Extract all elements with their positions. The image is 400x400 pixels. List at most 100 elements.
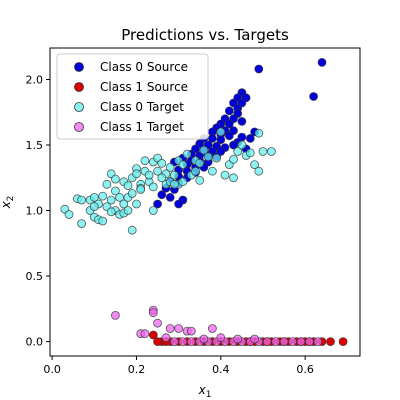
data-point-s1-14 xyxy=(237,117,247,126)
data-point-s3-34 xyxy=(132,169,141,179)
x-tick-label: 0.4 xyxy=(212,363,230,376)
x-axis-label: x1 xyxy=(198,383,212,400)
data-point-s3-79 xyxy=(136,185,146,194)
y-axis-label-main: x xyxy=(0,200,13,209)
y-tick-label: 2.0 xyxy=(26,73,44,86)
data-point-s3-26 xyxy=(123,181,133,191)
legend-label-1: Class 0 Source xyxy=(100,60,188,74)
data-point-s3-70 xyxy=(233,147,243,156)
data-point-s3-84 xyxy=(106,207,116,217)
x-tick-label: 0.6 xyxy=(296,363,314,376)
data-point-s3-59 xyxy=(195,158,205,168)
data-point-s3-28 xyxy=(123,206,133,215)
data-point-s1-2 xyxy=(254,64,264,74)
data-point-s3-13 xyxy=(98,191,108,201)
data-point-s4-6 xyxy=(140,329,150,339)
data-point-s1-1 xyxy=(317,58,327,67)
data-point-s1-57 xyxy=(157,190,167,200)
data-point-s3-61 xyxy=(199,145,209,155)
data-point-s1-60 xyxy=(153,199,163,209)
data-point-s3-37 xyxy=(140,156,150,166)
legend-marker-2 xyxy=(74,82,84,92)
legend-label-2: Class 1 Source xyxy=(100,80,188,94)
chart-title: Predictions vs. Targets xyxy=(121,26,289,44)
data-point-s3-24 xyxy=(119,199,129,209)
data-point-s4-30 xyxy=(313,337,323,347)
data-point-s3-31 xyxy=(127,225,137,235)
data-point-s4-28 xyxy=(296,337,306,347)
data-point-s3-12 xyxy=(98,216,108,226)
data-point-s3-45 xyxy=(157,158,167,168)
data-point-s4-14 xyxy=(178,337,188,347)
data-point-s1-10 xyxy=(224,106,234,116)
legend-marker-4 xyxy=(74,122,84,132)
data-point-s4-7 xyxy=(165,324,175,333)
data-point-s3-50 xyxy=(169,170,179,180)
data-point-s3-5 xyxy=(77,219,86,229)
data-point-s1-62 xyxy=(245,133,255,143)
data-point-s4-27 xyxy=(288,337,297,347)
data-point-s4-29 xyxy=(304,337,314,347)
data-point-s3-33 xyxy=(132,199,141,209)
data-point-s3-73 xyxy=(245,148,255,158)
data-point-s4-15 xyxy=(186,337,196,347)
data-point-s3-40 xyxy=(144,170,154,180)
data-point-s4-24 xyxy=(262,337,272,347)
data-point-s4-10 xyxy=(186,326,196,336)
data-point-s1-58 xyxy=(165,192,175,202)
data-point-s1-22 xyxy=(224,131,234,141)
y-tick-label: 0.0 xyxy=(26,336,44,349)
y-axis-ticks: 0.0 0.5 1.0 1.5 2.0 xyxy=(26,73,50,349)
data-point-s4-11 xyxy=(207,324,217,333)
legend-label-3: Class 0 Target xyxy=(100,100,184,114)
data-point-s3-55 xyxy=(182,149,192,159)
data-point-s3-78 xyxy=(266,147,276,156)
data-point-s3-17 xyxy=(106,195,116,205)
y-axis-label: x2 xyxy=(0,196,16,210)
data-point-s3-15 xyxy=(102,179,112,189)
data-point-s3-68 xyxy=(229,154,238,164)
data-point-s4-13 xyxy=(169,337,179,347)
legend-marker-3 xyxy=(74,102,84,112)
data-point-s2-1 xyxy=(338,337,348,347)
x-axis-label-main: x xyxy=(198,383,207,397)
legend-marker-1 xyxy=(74,62,84,72)
legend-box xyxy=(56,53,209,140)
data-point-s3-63 xyxy=(207,166,217,176)
data-point-s1-25 xyxy=(207,133,217,143)
data-point-s3-30 xyxy=(127,189,137,198)
data-point-s4-4 xyxy=(153,318,163,328)
data-point-s3-54 xyxy=(178,177,188,187)
x-axis-label-subscript: 1 xyxy=(206,390,212,400)
data-point-s3-19 xyxy=(111,174,120,184)
data-point-s3-48 xyxy=(165,162,175,172)
data-point-s4-25 xyxy=(271,337,281,347)
x-axis-ticks: 0.0 0.2 0.4 0.6 xyxy=(43,356,314,376)
data-point-s1-3 xyxy=(309,92,319,101)
data-point-s3-62 xyxy=(203,152,213,162)
data-point-s3-44 xyxy=(153,166,163,176)
data-point-s3-77 xyxy=(258,147,268,156)
y-axis-label-subscript: 2 xyxy=(6,196,16,202)
data-point-s3-60 xyxy=(195,175,205,185)
legend: Class 0 Source Class 1 Source Class 0 Targ… xyxy=(56,53,209,140)
data-point-s3-64 xyxy=(212,153,222,163)
data-point-s4-1 xyxy=(111,310,120,320)
data-point-s1-16 xyxy=(224,119,234,129)
data-points xyxy=(60,58,348,347)
data-point-s1-61 xyxy=(174,199,184,209)
data-point-s4-3 xyxy=(148,308,158,318)
data-point-s3-75 xyxy=(254,166,264,176)
x-tick-label: 0.0 xyxy=(43,363,61,376)
data-point-s3-69 xyxy=(229,173,238,183)
series-4-points xyxy=(111,305,323,347)
data-point-s3-18 xyxy=(111,186,120,196)
data-point-s3-81 xyxy=(169,179,179,189)
data-point-s3-82 xyxy=(148,206,158,215)
data-point-s3-53 xyxy=(178,160,188,170)
data-point-s3-4 xyxy=(77,195,86,205)
y-tick-label: 0.5 xyxy=(26,270,44,283)
data-point-s4-32 xyxy=(216,333,226,343)
data-point-s3-42 xyxy=(148,182,158,192)
